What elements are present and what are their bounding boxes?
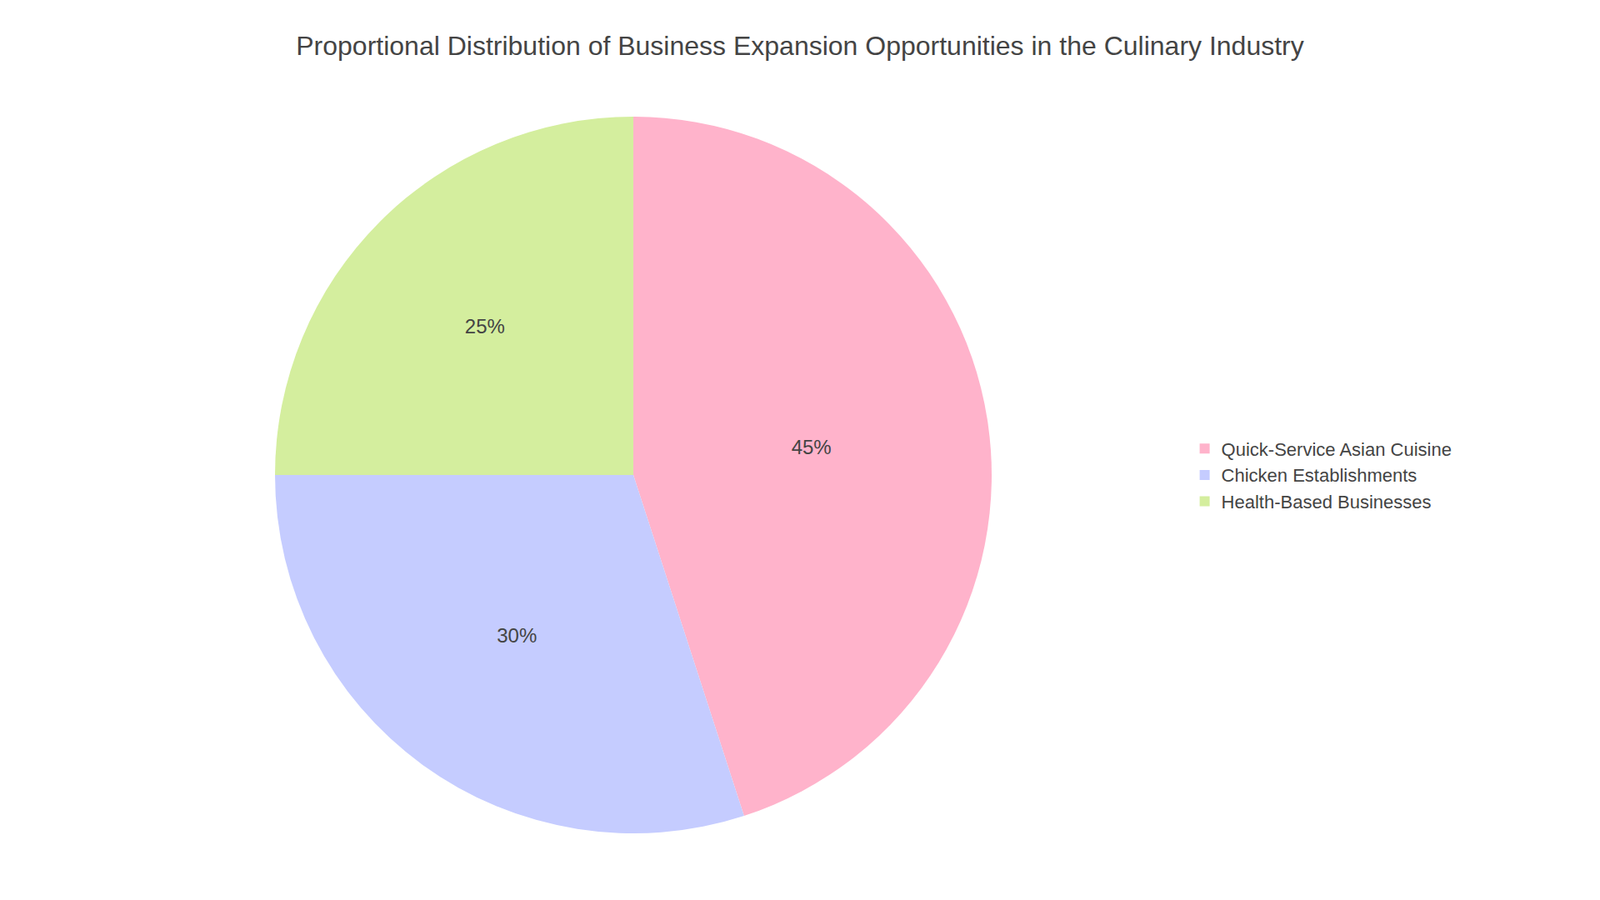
svg-text:45%: 45%: [791, 435, 832, 459]
svg-text:30%: 30%: [496, 624, 537, 647]
svg-text:Health-Based Businesses: Health-Based Businesses: [1221, 491, 1432, 513]
svg-text:25%: 25%: [465, 315, 505, 338]
svg-text:Proportional Distribution of B: Proportional Distribution of Business Ex…: [295, 30, 1305, 61]
svg-text:Chicken Establishments: Chicken Establishments: [1221, 465, 1418, 486]
svg-text:Quick-Service Asian Cuisine: Quick-Service Asian Cuisine: [1221, 439, 1452, 460]
